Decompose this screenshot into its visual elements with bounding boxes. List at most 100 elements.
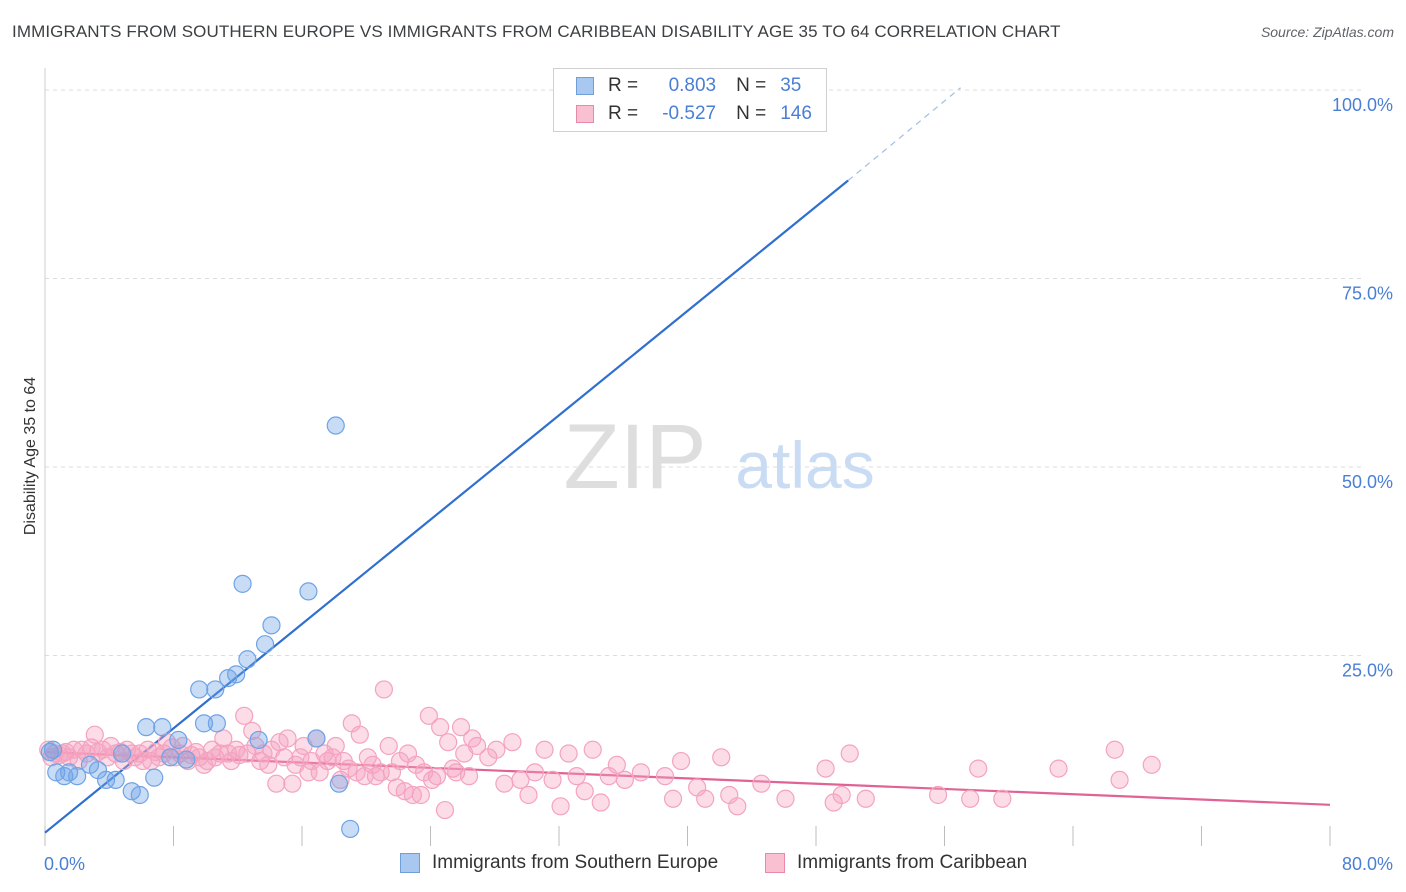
r-label: R = — [608, 75, 639, 96]
data-points — [39, 80, 1161, 839]
point-caribbean — [543, 770, 562, 790]
point-caribbean — [379, 736, 398, 756]
point-southern-europe — [190, 680, 209, 699]
point-caribbean — [427, 767, 447, 786]
point-southern-europe — [207, 714, 226, 733]
point-caribbean — [1049, 759, 1068, 778]
point-caribbean — [969, 759, 988, 778]
point-caribbean — [511, 770, 530, 790]
r-value: -0.527 — [662, 103, 717, 124]
point-caribbean — [591, 793, 610, 812]
legend-swatch-pink — [765, 853, 785, 873]
y-tick-label: 50.0% — [1342, 472, 1393, 492]
chart-title: IMMIGRANTS FROM SOUTHERN EUROPE VS IMMIG… — [12, 22, 1061, 41]
point-caribbean — [1105, 740, 1124, 759]
point-southern-europe — [206, 680, 225, 699]
point-southern-europe — [43, 740, 63, 759]
stats-row-southern-europe: R = 0.803 N = 35 — [576, 71, 801, 101]
point-caribbean — [323, 748, 342, 767]
point-caribbean — [840, 744, 859, 763]
point-caribbean — [856, 789, 875, 808]
point-caribbean — [467, 736, 487, 756]
trend-line-southern-europe — [44, 179, 849, 834]
stats-box: R = 0.803 N = 35 R = -0.527 N = 146 — [553, 68, 827, 132]
point-caribbean — [1142, 755, 1161, 774]
point-southern-europe — [307, 729, 326, 748]
stats-swatch-blue — [576, 77, 594, 95]
point-caribbean — [671, 751, 691, 771]
tick-labels: 25.0% 50.0% 75.0% 100.0% 0.0% 80.0% — [44, 95, 1393, 874]
point-caribbean — [227, 740, 246, 759]
point-caribbean — [267, 774, 286, 793]
point-caribbean — [495, 774, 514, 793]
n-label: N = — [736, 75, 767, 96]
point-caribbean — [235, 706, 254, 725]
point-caribbean — [85, 725, 104, 744]
point-southern-europe — [161, 748, 180, 767]
point-caribbean — [696, 789, 715, 808]
point-southern-europe — [329, 774, 349, 793]
point-caribbean — [503, 733, 522, 752]
point-southern-europe — [227, 665, 246, 684]
point-caribbean — [776, 789, 795, 808]
point-southern-europe — [112, 744, 132, 763]
point-southern-europe — [233, 574, 252, 593]
point-southern-europe — [341, 819, 360, 839]
point-caribbean — [435, 800, 455, 820]
axes — [44, 68, 1331, 846]
point-caribbean — [535, 740, 554, 759]
legend-item-southern-europe[interactable]: Immigrants from Southern Europe — [400, 852, 718, 874]
point-caribbean — [663, 789, 683, 808]
point-caribbean — [816, 759, 835, 778]
point-southern-europe — [262, 616, 281, 635]
y-tick-label: 100.0% — [1332, 95, 1393, 115]
point-southern-europe — [106, 770, 125, 790]
point-caribbean — [431, 718, 450, 737]
point-caribbean — [519, 785, 538, 805]
x-tick-label: 80.0% — [1342, 854, 1393, 874]
point-southern-europe — [255, 635, 275, 654]
watermark-zip: ZIP — [563, 406, 706, 508]
point-caribbean — [326, 736, 345, 756]
legend-item-caribbean[interactable]: Immigrants from Caribbean — [765, 852, 1027, 874]
point-southern-europe — [177, 750, 196, 769]
point-caribbean — [411, 785, 430, 805]
y-tick-label: 25.0% — [1342, 661, 1393, 681]
point-caribbean — [350, 725, 369, 744]
point-caribbean — [525, 763, 545, 782]
point-southern-europe — [194, 714, 214, 733]
point-caribbean — [559, 744, 578, 763]
point-southern-europe — [68, 767, 87, 786]
point-caribbean — [1110, 770, 1129, 790]
point-caribbean — [615, 770, 634, 790]
point-southern-europe — [299, 582, 318, 601]
point-caribbean — [655, 767, 675, 786]
legend-label: Immigrants from Caribbean — [797, 852, 1028, 873]
watermark-atlas: atlas — [735, 428, 874, 502]
n-label: N = — [736, 103, 767, 124]
y-tick-label: 75.0% — [1342, 284, 1393, 304]
point-caribbean — [259, 755, 278, 774]
point-caribbean — [583, 740, 602, 759]
y-axis-label: Disability Age 35 to 64 — [22, 377, 39, 535]
point-caribbean — [451, 718, 471, 737]
point-caribbean — [567, 767, 586, 786]
legend: Immigrants from Southern Europe Immigran… — [0, 852, 1406, 878]
point-caribbean — [551, 797, 570, 816]
trend-line-southern-europe-extension — [847, 87, 961, 181]
point-southern-europe — [326, 416, 345, 435]
point-caribbean — [631, 763, 651, 782]
point-caribbean — [243, 721, 262, 741]
legend-swatch-blue — [400, 853, 420, 873]
point-caribbean — [487, 740, 506, 759]
point-southern-europe — [96, 770, 116, 790]
point-southern-europe — [40, 742, 59, 762]
r-value: 0.803 — [668, 75, 717, 96]
x-tick-label: 0.0% — [44, 854, 85, 874]
point-southern-europe — [169, 730, 188, 750]
point-southern-europe — [153, 718, 172, 737]
point-caribbean — [291, 748, 310, 767]
point-caribbean — [728, 797, 747, 816]
point-southern-europe — [137, 718, 156, 737]
